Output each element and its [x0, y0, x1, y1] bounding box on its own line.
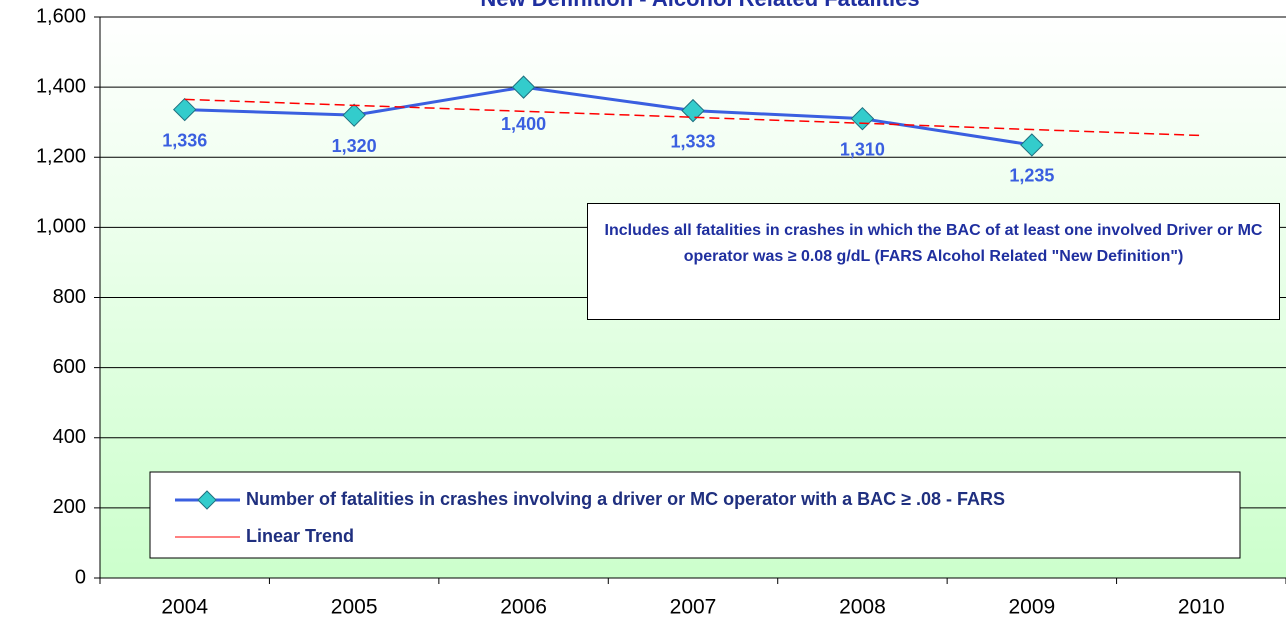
x-tick-label: 2006	[500, 596, 547, 619]
y-tick-label: 0	[75, 566, 86, 588]
y-tick-label: 1,400	[36, 75, 86, 97]
data-label: 1,235	[1009, 166, 1054, 186]
x-tick-label: 2005	[331, 596, 378, 619]
x-tick-label: 2008	[839, 596, 886, 619]
x-tick-label: 2009	[1008, 596, 1055, 619]
series-line	[184, 85, 1033, 147]
data-label: 1,333	[670, 131, 715, 151]
annotation: Includes all fatalities in crashes in wh…	[587, 203, 1280, 320]
x-tick-label: 2004	[161, 596, 208, 619]
marker	[511, 75, 536, 99]
y-tick-label: 1,000	[36, 216, 86, 238]
y-tick-label: 400	[53, 426, 86, 448]
data-label: 1,400	[501, 114, 546, 134]
y-tick-label: 1,200	[36, 146, 86, 168]
legend-label: Number of fatalities in crashes involvin…	[246, 489, 1005, 509]
data-label: 1,336	[162, 130, 207, 150]
marker	[342, 103, 366, 127]
y-tick-label: 200	[53, 496, 86, 518]
x-tick-label: 2007	[670, 596, 717, 619]
y-tick-label: 800	[53, 286, 86, 308]
trend-line	[184, 98, 1202, 137]
marker	[681, 98, 705, 123]
data-label: 1,320	[332, 136, 377, 156]
marker	[173, 97, 197, 122]
legend-label: Linear Trend	[246, 526, 354, 546]
data-label: 1,310	[840, 139, 885, 159]
y-tick-label: 1,600	[36, 5, 86, 27]
y-tick-label: 600	[53, 356, 86, 378]
x-tick-label: 2010	[1178, 596, 1225, 619]
chart-title: New Definition - Alcohol Related Fatalit…	[480, 0, 919, 11]
legend-box	[149, 471, 1241, 559]
marker	[850, 106, 875, 131]
legend-marker	[197, 490, 217, 510]
marker	[1020, 133, 1044, 157]
